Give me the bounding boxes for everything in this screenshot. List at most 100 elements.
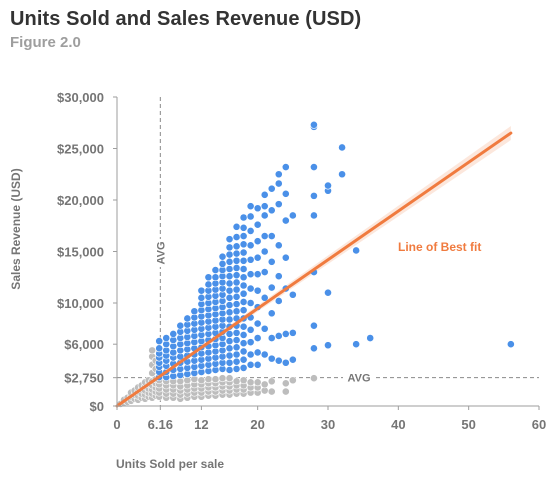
chart-title: Units Sold and Sales Revenue (USD) bbox=[10, 8, 362, 30]
data-point bbox=[288, 376, 297, 385]
data-point bbox=[274, 332, 283, 340]
data-point bbox=[232, 336, 241, 344]
data-point bbox=[246, 325, 255, 334]
data-point bbox=[239, 232, 248, 240]
data-point bbox=[281, 189, 290, 198]
data-point bbox=[155, 337, 164, 346]
data-point bbox=[239, 339, 248, 348]
data-point bbox=[281, 358, 290, 367]
data-point bbox=[225, 315, 234, 324]
avg-y-label: AVG bbox=[347, 373, 370, 385]
data-point bbox=[169, 329, 178, 338]
data-point bbox=[239, 298, 248, 306]
data-point bbox=[246, 212, 255, 221]
data-point bbox=[239, 248, 248, 257]
data-point bbox=[225, 374, 234, 383]
y-tick-label: $2,750 bbox=[64, 371, 104, 386]
y-tick-label: $0 bbox=[90, 399, 104, 414]
data-point bbox=[260, 190, 269, 199]
data-point bbox=[352, 340, 361, 349]
data-point bbox=[338, 143, 346, 152]
best-fit-line bbox=[115, 131, 513, 408]
data-point bbox=[225, 366, 234, 374]
data-point bbox=[274, 272, 283, 281]
data-point bbox=[267, 334, 276, 342]
data-point bbox=[253, 360, 262, 369]
data-point bbox=[324, 181, 332, 190]
data-point bbox=[232, 377, 241, 386]
data-point bbox=[232, 249, 241, 258]
data-point bbox=[274, 170, 283, 179]
data-point bbox=[197, 376, 206, 385]
data-point bbox=[260, 268, 269, 276]
y-tick-label: $20,000 bbox=[57, 193, 104, 208]
data-point bbox=[239, 289, 248, 298]
data-point bbox=[246, 241, 255, 250]
data-point bbox=[232, 350, 241, 359]
data-point bbox=[288, 328, 297, 337]
data-point bbox=[232, 292, 241, 301]
data-point bbox=[225, 286, 234, 295]
data-point bbox=[232, 343, 241, 352]
data-point bbox=[218, 259, 227, 268]
data-point bbox=[260, 211, 269, 220]
data-point bbox=[281, 329, 290, 338]
data-point bbox=[225, 243, 234, 252]
data-point bbox=[225, 301, 234, 309]
y-tick-label: $15,000 bbox=[57, 245, 104, 260]
avg-y-label-bg bbox=[343, 370, 373, 385]
data-point bbox=[197, 293, 206, 302]
x-tick-label: 0 bbox=[113, 417, 120, 432]
data-point bbox=[281, 216, 290, 225]
x-tick-label: 40 bbox=[391, 417, 405, 432]
x-axis-title: Units Sold per sale bbox=[116, 457, 224, 471]
data-point bbox=[239, 376, 248, 385]
data-point bbox=[281, 253, 290, 262]
data-point bbox=[225, 358, 234, 367]
data-point bbox=[225, 265, 234, 273]
data-point bbox=[232, 271, 241, 280]
data-point bbox=[239, 331, 248, 339]
data-point bbox=[239, 240, 248, 249]
data-point bbox=[253, 204, 262, 213]
data-point bbox=[225, 351, 234, 360]
y-tick-label: $10,000 bbox=[57, 296, 104, 311]
data-point bbox=[253, 237, 262, 246]
x-tick-label: 60 bbox=[532, 417, 546, 432]
data-point bbox=[274, 200, 283, 209]
data-point bbox=[260, 380, 269, 389]
data-point bbox=[253, 253, 262, 262]
data-point bbox=[310, 163, 318, 171]
data-point bbox=[225, 337, 234, 346]
data-point bbox=[310, 321, 318, 330]
y-tick-label: $30,000 bbox=[57, 90, 104, 105]
data-point bbox=[239, 273, 248, 282]
data-point bbox=[211, 266, 220, 274]
data-point bbox=[260, 350, 269, 359]
data-point bbox=[225, 257, 234, 266]
data-point bbox=[366, 334, 375, 342]
data-point bbox=[267, 232, 276, 240]
data-point bbox=[197, 286, 206, 295]
data-point bbox=[260, 232, 269, 240]
data-point bbox=[288, 290, 297, 299]
data-point bbox=[281, 379, 290, 388]
data-point bbox=[253, 319, 262, 328]
data-point bbox=[232, 222, 241, 231]
data-point bbox=[246, 360, 255, 369]
y-tick-label: $25,000 bbox=[57, 142, 104, 157]
data-point bbox=[218, 374, 227, 383]
data-point bbox=[267, 377, 276, 386]
data-point bbox=[246, 202, 255, 211]
data-point bbox=[310, 344, 318, 353]
avg-x-label: AVG bbox=[155, 241, 167, 264]
data-point bbox=[260, 324, 269, 333]
data-point bbox=[267, 257, 276, 266]
data-point bbox=[324, 341, 332, 350]
data-point bbox=[506, 340, 515, 349]
data-point bbox=[253, 378, 262, 387]
data-point bbox=[246, 270, 255, 279]
data-point bbox=[253, 220, 262, 229]
